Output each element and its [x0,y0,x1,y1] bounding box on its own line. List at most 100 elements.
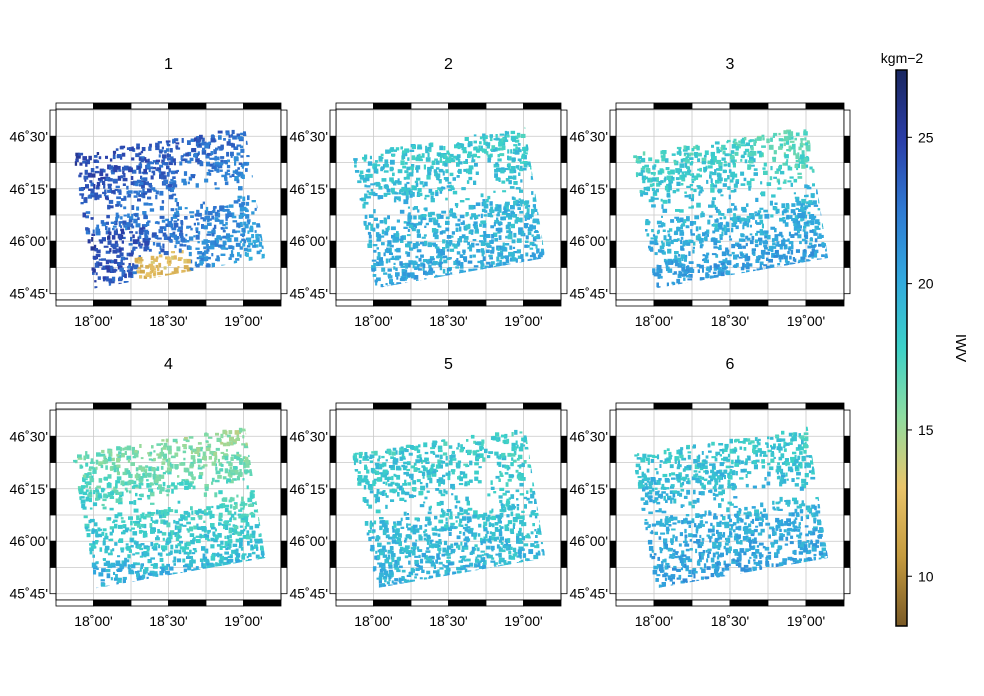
iwv-point [160,270,163,275]
iwv-point [492,232,498,237]
iwv-point [170,251,175,254]
iwv-point [418,257,422,262]
iwv-point [690,188,694,191]
iwv-point [740,155,745,158]
iwv-point [463,160,468,164]
iwv-point [387,215,390,220]
iwv-point [415,241,419,245]
iwv-point [112,521,115,524]
iwv-point [162,232,167,237]
iwv-point [727,208,733,213]
iwv-point [467,246,471,250]
iwv-point [373,209,376,214]
iwv-point [404,269,408,273]
iwv-point [660,150,663,155]
iwv-point [94,248,98,252]
iwv-point [243,516,249,521]
iwv-point [704,150,709,155]
checker-top [448,102,487,110]
iwv-point [216,235,221,239]
iwv-point [686,265,690,271]
iwv-point [167,471,172,475]
iwv-point [754,239,759,243]
iwv-point [494,207,500,212]
iwv-point [774,234,779,238]
iwv-point [190,227,193,231]
iwv-point [149,512,154,516]
iwv-point [530,531,534,535]
iwv-point [722,264,727,268]
iwv-point [688,274,693,278]
iwv-point [685,225,690,229]
iwv-point [442,239,446,244]
iwv-point [155,159,161,163]
iwv-point [690,197,694,202]
iwv-point [127,213,130,218]
iwv-point [84,169,88,175]
iwv-point [779,257,782,263]
iwv-point [175,521,180,525]
iwv-point [455,158,460,161]
iwv-point [407,263,411,268]
iwv-point [118,451,122,455]
iwv-point [193,153,198,158]
iwv-point [480,263,485,267]
iwv-point [420,214,425,219]
iwv-point [386,542,391,545]
iwv-point [189,463,195,467]
iwv-point [138,229,144,235]
iwv-point [805,164,809,168]
iwv-point [139,555,143,558]
iwv-point [181,138,184,143]
iwv-point [222,240,227,246]
iwv-point [138,241,141,247]
iwv-point [489,137,493,142]
iwv-point [742,266,745,270]
iwv-point [75,156,81,159]
iwv-point [392,447,397,451]
iwv-point [220,441,224,445]
iwv-point [130,250,134,255]
iwv-point [135,223,141,228]
iwv-point [720,147,723,151]
iwv-point [376,277,381,282]
iwv-point [391,525,395,530]
iwv-point [215,147,219,151]
iwv-point [715,254,719,258]
iwv-point [191,552,196,555]
iwv-point [409,247,414,251]
iwv-point [147,559,151,564]
iwv-point [784,222,789,227]
iwv-point [391,557,395,563]
iwv-point [247,162,250,166]
iwv-point [240,518,246,523]
iwv-point [221,523,225,526]
iwv-point [801,164,806,169]
iwv-point [89,467,92,472]
checker-left [49,488,57,516]
iwv-point [684,257,687,262]
iwv-point [167,220,173,225]
iwv-point [123,206,127,210]
iwv-point [137,570,140,573]
iwv-point [401,268,406,273]
iwv-point [744,218,749,222]
iwv-point [726,270,731,276]
iwv-point [802,229,806,232]
iwv-point [155,264,159,269]
iwv-point [174,452,179,457]
iwv-point [401,152,406,156]
iwv-point [223,556,229,561]
iwv-point [158,169,161,173]
iwv-point [178,226,183,231]
iwv-point [424,207,428,212]
iwv-point [107,449,112,454]
iwv-point [656,230,660,235]
iwv-point [719,165,723,169]
iwv-point [85,489,89,492]
iwv-point [241,554,246,560]
iwv-point [812,215,817,219]
iwv-point [517,207,521,210]
iwv-point [439,189,443,194]
iwv-point [783,255,788,260]
